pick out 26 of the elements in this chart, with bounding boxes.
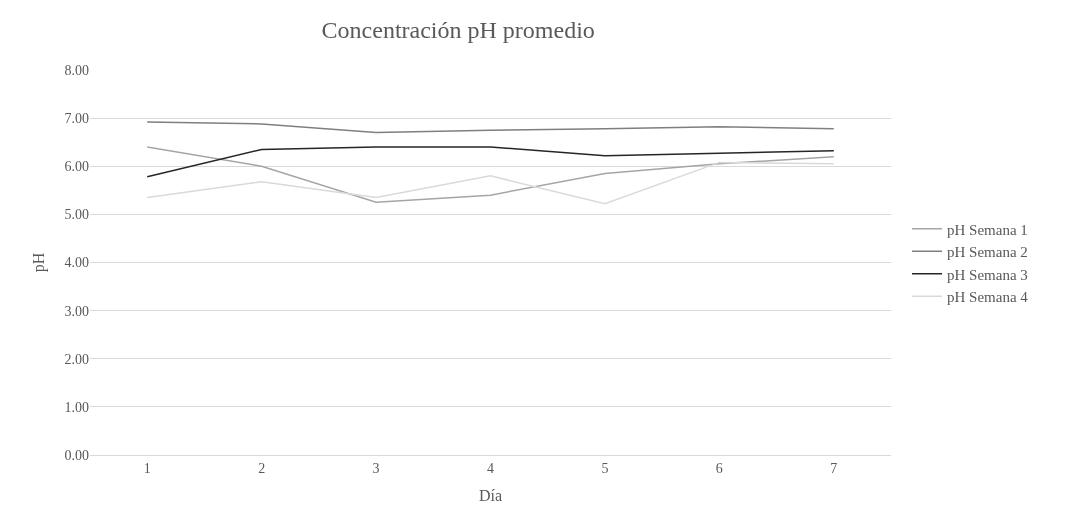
- y-tick-label: 2.00: [64, 351, 89, 367]
- y-tick-label: 0.00: [64, 447, 89, 463]
- x-tick-label: 2: [258, 460, 266, 476]
- x-tick-label: 6: [715, 460, 723, 476]
- x-tick-label: 4: [487, 460, 494, 476]
- line-series: [146, 146, 835, 178]
- x-axis-title: Día: [478, 487, 503, 505]
- x-tick-label: 7: [830, 460, 838, 476]
- y-tick-label: 4.00: [64, 255, 89, 271]
- x-tick-label: 1: [143, 460, 151, 476]
- y-tick-label: 7.00: [64, 111, 89, 127]
- chart-title: Concentración pH promedio: [321, 16, 595, 43]
- y-tick-label: 3.00: [64, 303, 89, 319]
- legend-label: pH Semana 4: [947, 289, 1029, 306]
- x-tick-label: 3: [372, 460, 380, 476]
- y-tick-label: 6.00: [64, 159, 89, 175]
- y-tick-label: 8.00: [64, 62, 89, 78]
- legend-label: pH Semana 3: [947, 266, 1028, 283]
- y-axis-title: pH: [30, 252, 49, 273]
- legend-label: pH Semana 1: [947, 221, 1028, 238]
- line-series: [146, 146, 835, 204]
- x-tick-label: 5: [601, 460, 609, 476]
- legend-label: pH Semana 2: [947, 244, 1028, 261]
- y-tick-label: 1.00: [64, 399, 89, 415]
- line-series: [146, 121, 835, 134]
- y-tick-label: 5.00: [64, 207, 89, 223]
